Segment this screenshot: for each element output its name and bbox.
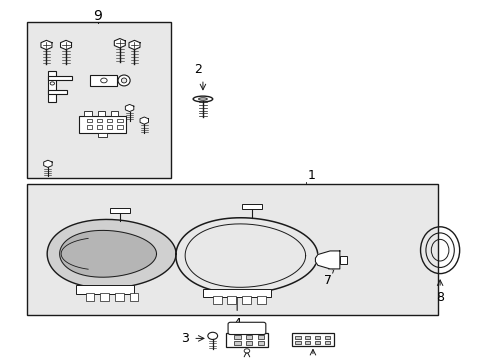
Polygon shape: [47, 220, 176, 288]
Bar: [129, 293, 138, 301]
Circle shape: [207, 332, 217, 339]
Polygon shape: [125, 104, 134, 112]
Polygon shape: [140, 117, 148, 124]
Bar: [314, 341, 320, 344]
Bar: [90, 75, 117, 86]
Bar: [234, 336, 240, 339]
Text: 9: 9: [93, 9, 102, 23]
Ellipse shape: [198, 98, 207, 100]
Text: 2: 2: [194, 63, 202, 76]
Circle shape: [244, 349, 249, 353]
Bar: [27, 184, 437, 315]
FancyBboxPatch shape: [227, 322, 265, 334]
Bar: [97, 125, 102, 129]
Bar: [48, 76, 72, 81]
Polygon shape: [43, 160, 52, 167]
Bar: [324, 341, 329, 344]
Text: 6: 6: [308, 359, 316, 360]
Ellipse shape: [121, 78, 126, 83]
Ellipse shape: [193, 96, 212, 102]
Bar: [242, 204, 261, 209]
Bar: [324, 336, 329, 339]
Polygon shape: [60, 230, 156, 277]
Polygon shape: [114, 39, 125, 48]
Bar: [79, 116, 126, 133]
Bar: [291, 333, 333, 346]
Bar: [115, 293, 123, 301]
Bar: [295, 336, 300, 339]
Bar: [242, 296, 250, 304]
Bar: [84, 111, 91, 116]
Bar: [117, 118, 122, 122]
Bar: [257, 336, 264, 339]
Bar: [111, 111, 118, 116]
Bar: [117, 125, 122, 129]
Text: 7: 7: [323, 274, 331, 287]
Bar: [98, 111, 104, 116]
Bar: [256, 296, 265, 304]
Bar: [86, 125, 92, 129]
Bar: [203, 289, 271, 297]
Text: 8: 8: [435, 291, 443, 303]
Bar: [225, 333, 267, 347]
Text: 1: 1: [307, 169, 315, 182]
Polygon shape: [315, 251, 339, 269]
Bar: [48, 90, 67, 94]
Text: 5: 5: [243, 359, 250, 360]
Polygon shape: [41, 40, 52, 50]
Bar: [100, 293, 109, 301]
Bar: [98, 133, 107, 137]
Text: 4: 4: [233, 317, 241, 330]
Bar: [305, 336, 310, 339]
Bar: [110, 208, 129, 213]
Bar: [86, 118, 92, 122]
Bar: [257, 341, 264, 345]
Bar: [212, 296, 221, 304]
Bar: [85, 293, 94, 301]
Bar: [295, 341, 300, 344]
Polygon shape: [61, 40, 71, 50]
Circle shape: [101, 78, 107, 83]
Polygon shape: [176, 218, 317, 293]
Bar: [245, 336, 252, 339]
Bar: [314, 336, 320, 339]
Bar: [27, 22, 171, 178]
Bar: [339, 256, 346, 264]
Bar: [245, 341, 252, 345]
Bar: [234, 341, 240, 345]
Bar: [48, 71, 56, 102]
Ellipse shape: [118, 75, 130, 86]
Bar: [107, 125, 112, 129]
Polygon shape: [129, 40, 140, 50]
Bar: [227, 296, 236, 304]
Bar: [107, 118, 112, 122]
Text: 3: 3: [181, 332, 189, 345]
Bar: [76, 284, 134, 294]
Bar: [305, 341, 310, 344]
Bar: [97, 118, 102, 122]
